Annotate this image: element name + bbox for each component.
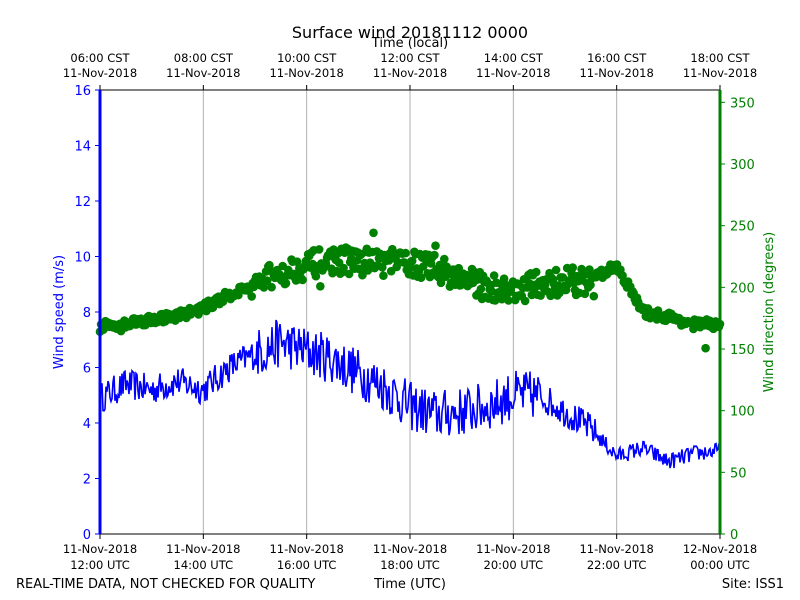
right-tick-label: 200: [730, 281, 755, 296]
wind-direction-point: [520, 296, 530, 306]
y-axis-label-right: Wind direction (degrees): [762, 232, 777, 392]
wind-direction-point: [407, 256, 417, 266]
wind-direction-point: [234, 290, 243, 300]
left-tick-label: 6: [83, 362, 91, 377]
left-tick-label: 16: [74, 84, 91, 99]
top-tick-date: 11-Nov-2018: [373, 66, 447, 80]
y-axis-label-left: Wind speed (m/s): [52, 255, 67, 369]
top-tick-time: 18:00 CST: [690, 51, 750, 65]
top-tick-date: 11-Nov-2018: [63, 66, 137, 80]
wind-direction-point: [499, 274, 509, 284]
top-tick-time: 12:00 CST: [380, 51, 440, 65]
bottom-tick-date: 11-Nov-2018: [269, 542, 343, 556]
wind-direction-point: [379, 271, 388, 281]
right-tick-label: 50: [730, 466, 747, 481]
left-tick-label: 14: [74, 140, 91, 155]
top-tick-time: 16:00 CST: [587, 51, 647, 65]
gridlines: [202, 90, 618, 534]
wind-direction-point: [314, 245, 324, 254]
right-tick-label: 350: [730, 96, 755, 111]
right-tick-label: 100: [730, 405, 755, 420]
bottom-tick-date: 11-Nov-2018: [579, 542, 653, 556]
wind-direction-point: [416, 273, 426, 283]
wind-direction-point: [247, 292, 256, 301]
wind-direction-point: [298, 275, 307, 285]
wind-direction-point: [489, 271, 499, 280]
bottom-tick-time: 14:00 UTC: [174, 558, 234, 572]
wind-direction-point: [344, 269, 354, 279]
right-tick-label: 150: [730, 343, 755, 358]
top-tick-date: 11-Nov-2018: [269, 66, 343, 80]
right-axis-ticks: 0 50 100 150 200 250 300 350: [720, 96, 755, 543]
wind-direction-series: [95, 228, 725, 353]
left-tick-label: 12: [74, 195, 91, 210]
wind-direction-point: [339, 263, 348, 273]
wind-direction-point: [476, 284, 486, 294]
left-tick-label: 4: [83, 417, 91, 432]
wind-direction-point: [369, 228, 378, 238]
left-axis-ticks: 0 2 4 6 8 10 12 14 16: [74, 84, 100, 543]
wind-direction-point: [435, 260, 445, 270]
wind-direction-point: [568, 263, 577, 272]
bottom-tick-time: 20:00 UTC: [484, 558, 544, 572]
bottom-axis-ticks: 11-Nov-2018 12:00 UTC 11-Nov-2018 14:00 UTC…: [63, 534, 757, 572]
bottom-tick-date: 11-Nov-2018: [63, 542, 137, 556]
wind-direction-point: [431, 241, 440, 250]
wind-direction-point: [580, 289, 590, 299]
wind-direction-point: [531, 267, 541, 277]
wind-direction-point: [262, 276, 272, 286]
wind-direction-point: [281, 279, 291, 288]
bottom-tick-time: 00:00 UTC: [690, 558, 750, 572]
bottom-tick-time: 12:00 UTC: [70, 558, 130, 572]
wind-direction-point: [292, 257, 302, 267]
wind-direction-point: [311, 271, 321, 281]
wind-direction-point: [430, 250, 439, 260]
left-tick-label: 2: [83, 473, 91, 488]
top-tick-date: 11-Nov-2018: [166, 66, 240, 80]
wind-direction-point: [504, 296, 513, 305]
top-tick-time: 08:00 CST: [174, 51, 234, 65]
top-tick-date: 11-Nov-2018: [683, 66, 757, 80]
right-tick-label: 0: [730, 528, 738, 543]
left-tick-label: 0: [83, 528, 91, 543]
wind-direction-point: [267, 282, 276, 292]
top-tick-time: 14:00 CST: [484, 51, 544, 65]
wind-direction-point: [701, 343, 710, 353]
bottom-tick-date: 12-Nov-2018: [683, 542, 757, 556]
bottom-tick-time: 16:00 UTC: [277, 558, 337, 572]
top-tick-time: 10:00 CST: [277, 51, 337, 65]
footer-quality-note: REAL-TIME DATA, NOT CHECKED FOR QUALITY: [16, 577, 315, 592]
wind-speed-line: [99, 319, 721, 469]
bottom-tick-date: 11-Nov-2018: [166, 542, 240, 556]
wind-direction-point: [536, 291, 545, 300]
wind-direction-point: [589, 291, 599, 301]
left-tick-label: 10: [74, 251, 91, 266]
top-tick-date: 11-Nov-2018: [579, 66, 653, 80]
x-axis-label: Time (UTC): [373, 577, 446, 592]
footer-site: Site: ISS1: [722, 577, 784, 592]
top-tick-time: 06:00 CST: [70, 51, 130, 65]
wind-direction-point: [316, 282, 325, 291]
top-axis-label: Time (local): [371, 36, 448, 51]
bottom-tick-time: 22:00 UTC: [587, 558, 647, 572]
wind-direction-point: [490, 296, 500, 305]
right-tick-label: 300: [730, 158, 755, 173]
right-tick-label: 250: [730, 220, 755, 235]
wind-direction-point: [401, 248, 410, 258]
left-tick-label: 8: [83, 306, 91, 321]
bottom-tick-date: 11-Nov-2018: [373, 542, 447, 556]
wind-direction-point: [558, 273, 568, 282]
wind-direction-point: [440, 254, 449, 264]
wind-direction-point: [585, 265, 594, 274]
bottom-tick-time: 18:00 UTC: [380, 558, 440, 572]
chart-title: Surface wind 20181112 0000: [292, 23, 528, 42]
wind-direction-point: [551, 265, 561, 275]
wind-direction-point: [546, 291, 555, 301]
bottom-tick-date: 11-Nov-2018: [476, 542, 550, 556]
top-tick-date: 11-Nov-2018: [476, 66, 550, 80]
wind-direction-point: [586, 280, 595, 290]
